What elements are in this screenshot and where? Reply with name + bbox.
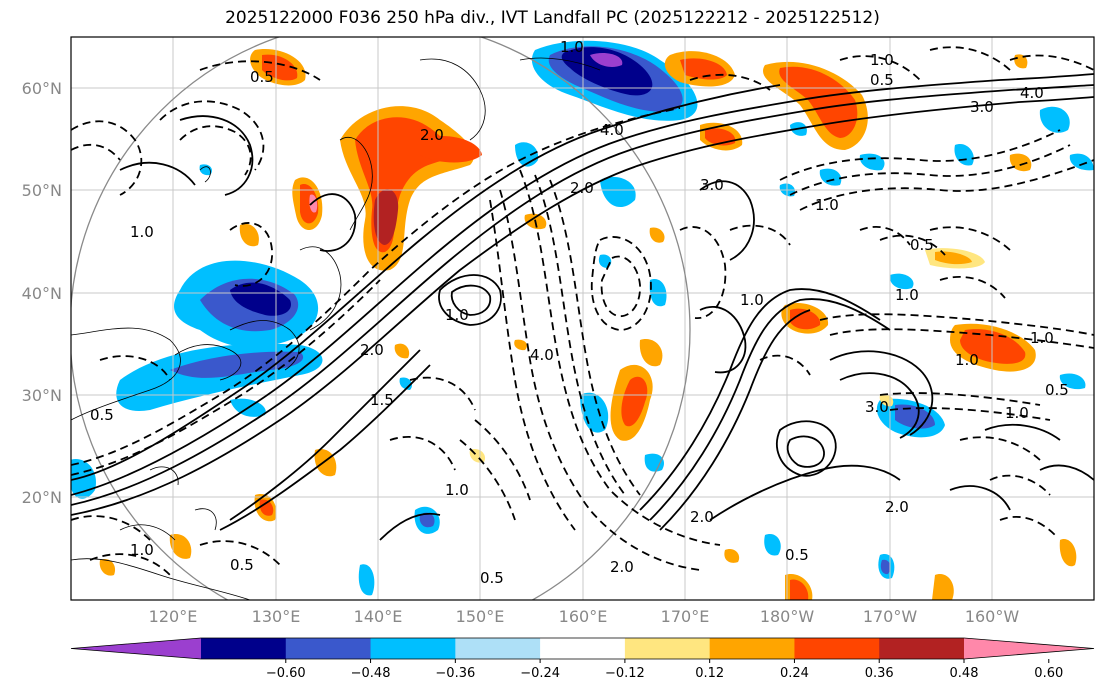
colorbar-label: 0.60	[1034, 666, 1063, 681]
contour-label: 1.0	[130, 541, 154, 559]
contour-label: 1.0	[815, 196, 839, 214]
colorbar-segment	[540, 638, 626, 659]
colorbar-segment	[794, 638, 880, 659]
contour-label: 1.0	[560, 38, 584, 56]
contour-label: 2.0	[420, 126, 444, 144]
contour-label: 4.0	[600, 121, 624, 139]
graticule	[71, 37, 1094, 600]
lat-tick-label: 40°N	[22, 284, 62, 303]
contour-label: 3.0	[865, 398, 889, 416]
colorbar-outline	[70, 637, 1095, 660]
colorbar-segment	[964, 638, 1094, 659]
region-circle	[71, 37, 691, 600]
lon-tick-label: 160°E	[559, 607, 608, 626]
contour-label: 1.0	[740, 291, 764, 309]
colorbar-segment	[879, 638, 965, 659]
contour-label: 0.5	[90, 406, 114, 424]
lon-tick-label: 170°E	[661, 607, 710, 626]
contour-label: 1.0	[870, 51, 894, 69]
contour-label: 0.5	[785, 546, 809, 564]
contour-label: 0.5	[1045, 381, 1069, 399]
colorbar-label: 0.48	[950, 666, 979, 681]
map-frame	[70, 36, 1095, 601]
contour-label: 1.0	[445, 306, 469, 324]
contour-label: 4.0	[530, 346, 554, 364]
solid-contours	[71, 73, 1094, 541]
contour-label: 1.0	[955, 351, 979, 369]
contour-label: 0.5	[250, 68, 274, 86]
colorbar: −0.60 −0.48 −0.36 −0.24 −0.12 0.12 0.24 0.36 0.4…	[70, 637, 1095, 681]
colorbar-label: 0.12	[695, 666, 724, 681]
dashed-contours	[71, 46, 1094, 576]
lon-axis: 120°E 130°E 140°E 150°E 160°E 170°E 180°…	[149, 607, 1020, 626]
contour-label: 2.0	[690, 508, 714, 526]
colorbar-segment	[709, 638, 795, 659]
lon-tick-label: 120°E	[149, 607, 198, 626]
contour-labels: 1.0 0.5 2.0 3.0 4.0 4.0 2.0 4.0 1.0 1.0 …	[90, 38, 1069, 587]
lat-tick-label: 60°N	[22, 79, 62, 98]
lon-tick-label: 140°E	[354, 607, 403, 626]
contour-label: 0.5	[870, 71, 894, 89]
colorbar-label: −0.24	[520, 666, 560, 681]
divergence-shading	[71, 40, 1094, 600]
contour-label: 3.0	[970, 98, 994, 116]
contour-label: 0.5	[910, 236, 934, 254]
lon-tick-label: 130°E	[252, 607, 301, 626]
colorbar-label: −0.12	[605, 666, 645, 681]
colorbar-segment	[201, 638, 287, 659]
contour-label: 0.5	[230, 556, 254, 574]
lat-tick-label: 30°N	[22, 386, 62, 405]
contour-label: 1.5	[370, 391, 394, 409]
lat-tick-label: 20°N	[22, 488, 62, 507]
contour-label: 2.0	[885, 498, 909, 516]
map-title: 2025122000 F036 250 hPa div., IVT Landfa…	[225, 8, 880, 28]
contour-label: 1.0	[1005, 404, 1029, 422]
contour-label: 1.0	[130, 223, 154, 241]
lon-tick-label: 150°E	[456, 607, 505, 626]
coastlines	[71, 57, 601, 600]
colorbar-segment	[370, 638, 456, 659]
contour-label: 1.0	[895, 286, 919, 304]
colorbar-segment	[285, 638, 372, 659]
colorbar-label: −0.60	[266, 666, 306, 681]
colorbar-label: 0.36	[865, 666, 894, 681]
lat-tick-label: 50°N	[22, 181, 62, 200]
colorbar-segment	[71, 638, 201, 659]
colorbar-label: −0.36	[435, 666, 475, 681]
contour-label: 1.0	[445, 481, 469, 499]
lon-tick-label: 170°W	[863, 607, 918, 626]
contour-label: 3.0	[700, 176, 724, 194]
contour-label: 2.0	[570, 179, 594, 197]
contour-label: 2.0	[360, 341, 384, 359]
contour-label: 1.0	[1030, 329, 1054, 347]
lon-tick-label: 160°W	[965, 607, 1020, 626]
colorbar-segment	[624, 638, 711, 659]
lat-axis: 60°N 50°N 40°N 30°N 20°N	[22, 79, 62, 507]
colorbar-label: 0.24	[780, 666, 809, 681]
colorbar-label: −0.48	[351, 666, 391, 681]
colorbar-segment	[455, 638, 541, 659]
contour-label: 2.0	[610, 558, 634, 576]
contour-label: 0.5	[480, 569, 504, 587]
plot-area: 1.0 0.5 2.0 3.0 4.0 4.0 2.0 4.0 1.0 1.0 …	[71, 37, 1094, 600]
contour-label: 4.0	[1020, 84, 1044, 102]
lon-tick-label: 180°W	[760, 607, 815, 626]
